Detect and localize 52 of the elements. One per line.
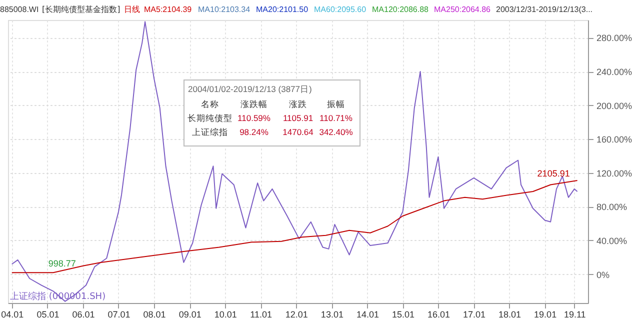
annotation: 110.71%: [320, 113, 353, 123]
text: MA120:2086.88: [372, 5, 430, 14]
y-tick-label: 280.00%: [596, 33, 632, 44]
annotation: 342.40%: [319, 127, 354, 137]
annotation: 998.77: [48, 258, 76, 269]
y-tick-label: 200.00%: [596, 100, 632, 111]
x-tick-label: 12.01: [285, 310, 308, 320]
annotation: 涨跌: [289, 99, 307, 110]
y-tick-label: 0%: [596, 270, 610, 280]
line-series: [11, 21, 578, 302]
x-tick-label: 16.01: [427, 310, 450, 320]
annotation: 1470.64: [282, 127, 314, 137]
text: MA20:2101.50: [256, 5, 309, 14]
annotation: 长期纯债型: [188, 113, 232, 124]
annotation: 涨跌幅: [240, 99, 268, 110]
x-tick-label: 17.01: [463, 310, 486, 320]
x-tick-label: 05.01: [36, 310, 60, 320]
text: [长期纯债型基金指数]: [42, 5, 120, 14]
annotation: 振幅: [327, 99, 345, 110]
x-tick-label: 07.01: [108, 310, 130, 320]
annotation: 上证综指: [192, 127, 228, 138]
x-tick-label: 04.01: [1, 310, 24, 320]
y-tick-label: 240.00%: [596, 67, 632, 78]
y-tick-label: 120.00%: [596, 168, 632, 178]
text: MA10:2103.34: [198, 5, 251, 14]
y-tick-label: 160.00%: [596, 134, 632, 145]
text: 2003/12/31-2019/12/13(3...: [496, 5, 593, 14]
annotation: 1105.91: [282, 113, 314, 123]
x-tick-label: 14.01: [356, 310, 379, 320]
x-tick-label: 11.01: [250, 310, 272, 320]
x-tick-label: 10.01: [214, 310, 237, 320]
x-tick-label: 09.01: [178, 310, 202, 320]
y-tick-label: 80.00%: [596, 202, 628, 212]
text: 日线: [124, 5, 140, 14]
y-tick-label: 40.00%: [596, 236, 628, 246]
x-tick-label: 13.01: [320, 310, 344, 320]
text: MA5:2104.39: [144, 5, 192, 14]
x-tick-label: 08.01: [143, 310, 166, 320]
text: MA250:2064.86: [434, 5, 492, 14]
text: MA60:2095.60: [314, 5, 367, 14]
text: 885008.WI: [0, 5, 39, 14]
annotation: 110.59%: [238, 113, 271, 123]
x-tick-label: 18.01: [498, 310, 522, 320]
annotation: 2004/01/02-2019/12/13 (3877日): [188, 84, 312, 94]
x-tick-label: 19.11: [564, 310, 586, 320]
annotation: 2105.91: [537, 168, 570, 178]
x-tick-label: 06.01: [72, 310, 95, 320]
x-tick-label: 15.01: [392, 310, 414, 320]
annotation: 98.24%: [240, 127, 269, 137]
annotation: 名称: [201, 99, 219, 110]
line-series: [11, 180, 578, 274]
x-tick-label: 19.01: [534, 310, 557, 320]
